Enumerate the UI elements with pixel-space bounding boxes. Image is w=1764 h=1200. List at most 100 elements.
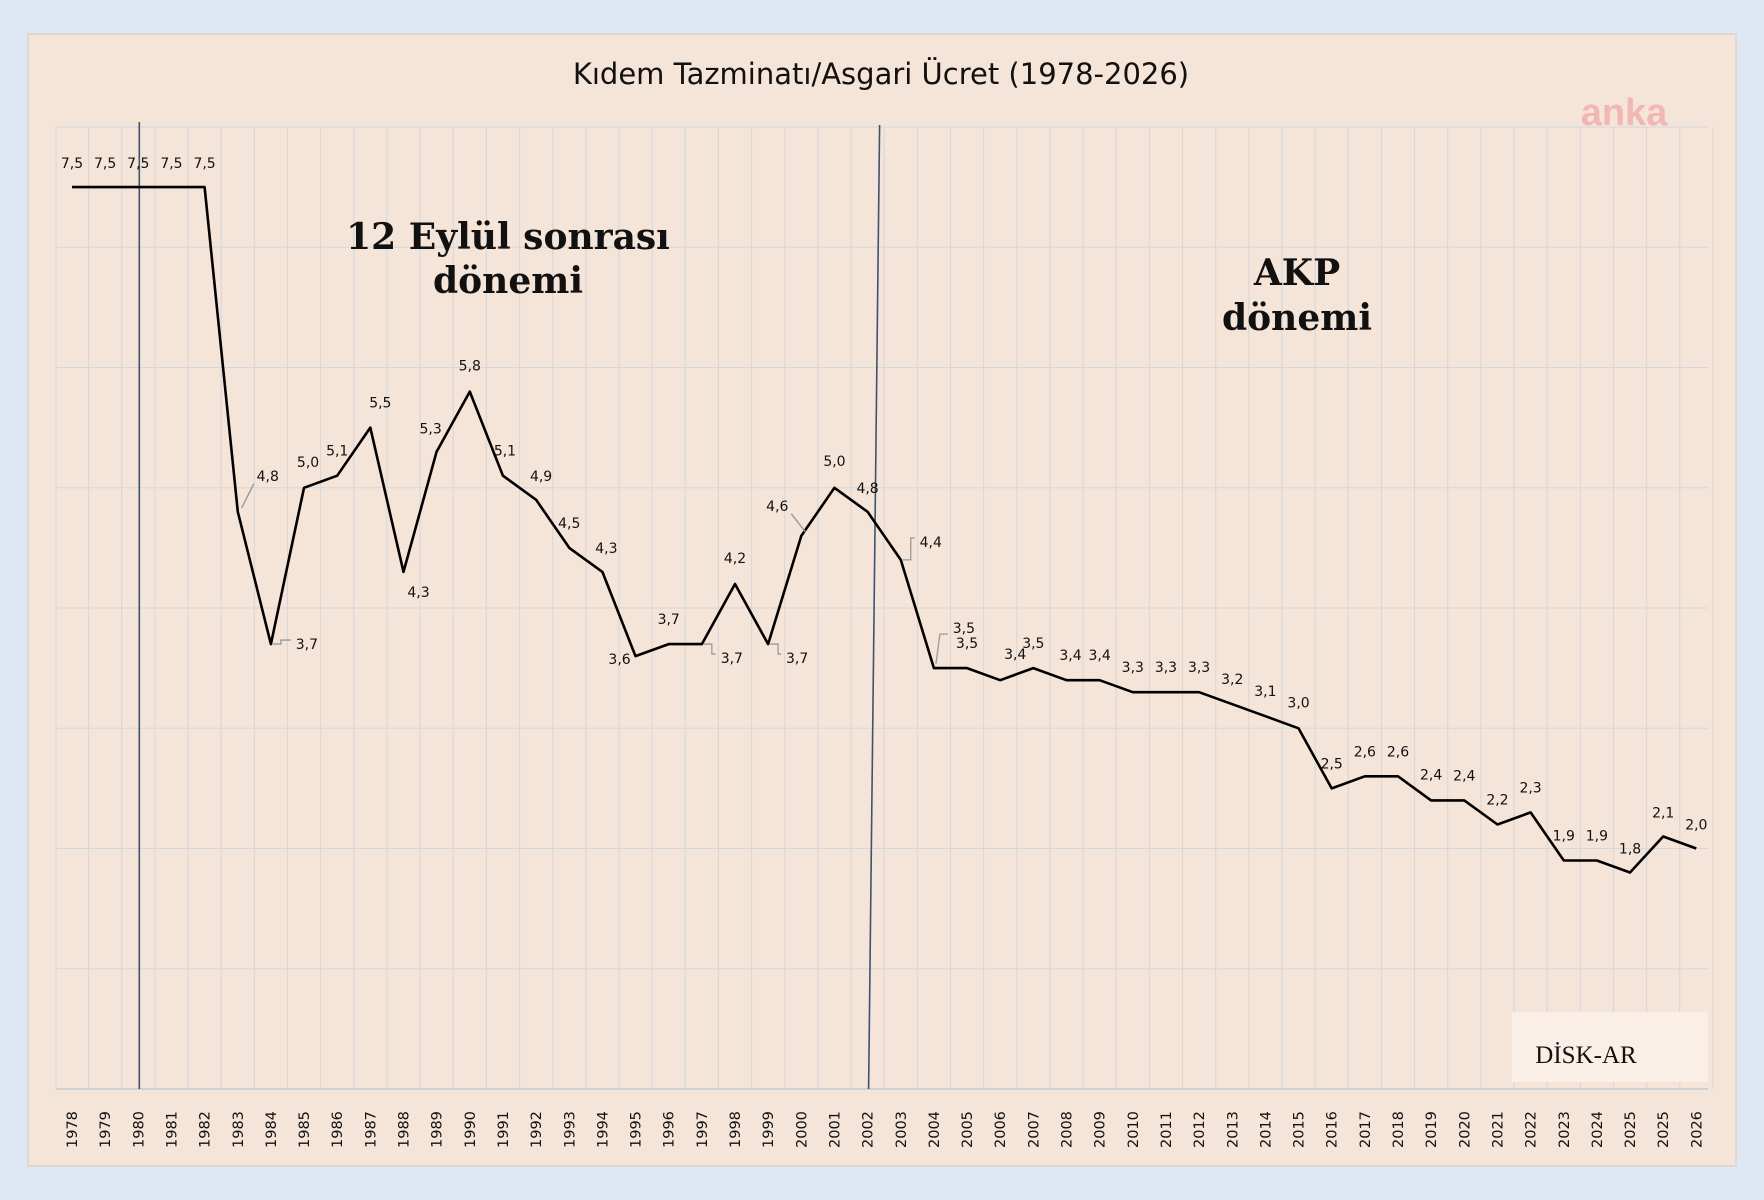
data-label: 5,8 (459, 359, 481, 375)
data-label: 2,0 (1685, 818, 1707, 834)
x-tick-label: 2015 (1292, 1111, 1308, 1148)
data-label: 4,2 (724, 551, 746, 567)
series-line (72, 185, 1697, 874)
x-tick-label: 1990 (463, 1111, 479, 1148)
data-label: 3,5 (953, 621, 975, 637)
source-box (1512, 1012, 1708, 1082)
data-label: 4,3 (595, 541, 617, 557)
x-tick-label: 2018 (1391, 1111, 1407, 1148)
x-tick-label: 2019 (1424, 1111, 1440, 1148)
data-label: 4,3 (407, 585, 429, 601)
data-label: 1,9 (1553, 829, 1575, 845)
x-tick-label: 1992 (529, 1111, 545, 1148)
x-tick-label: 1999 (761, 1111, 777, 1148)
data-label: 2,6 (1354, 744, 1376, 760)
x-tick-label: 1980 (131, 1111, 147, 1148)
data-label: 3,4 (1089, 648, 1111, 664)
x-tick-label: 1983 (231, 1111, 247, 1148)
x-tick-label: 2008 (1060, 1111, 1076, 1148)
period-label-akp: AKP dönemi (1222, 252, 1372, 339)
data-label: 5,5 (369, 396, 391, 412)
x-tick-label: 1989 (430, 1111, 446, 1148)
label-leader (703, 643, 716, 655)
data-label: 7,5 (127, 156, 149, 172)
x-tick-label: 2023 (1557, 1111, 1573, 1148)
data-label: 7,5 (61, 156, 83, 172)
x-tick-label: 2009 (1093, 1111, 1109, 1148)
x-tick-label: 2014 (1258, 1111, 1274, 1148)
data-label: 3,7 (786, 651, 808, 667)
data-label: 1,9 (1586, 829, 1608, 845)
x-tick-label: 2025 (1656, 1111, 1672, 1148)
data-label: 7,5 (160, 156, 182, 172)
data-label: 5,1 (494, 444, 516, 460)
x-tick-label: 2016 (1325, 1111, 1341, 1148)
x-tick-label: 1988 (397, 1111, 413, 1148)
x-tick-label: 1979 (98, 1111, 114, 1148)
data-label: 5,1 (326, 444, 348, 460)
data-label: 3,7 (296, 637, 318, 653)
data-label: 2,4 (1420, 767, 1442, 783)
x-tick-label: 2013 (1225, 1111, 1241, 1148)
label-leader (935, 633, 948, 665)
grid (55, 126, 1714, 1090)
data-labels: 7,5 7,5 7,5 7,5 7,5 4,8 3,7 5,0 5,1 5,5 4,3 5,3 5,8 5… (61, 156, 1708, 857)
x-tick-label: 1993 (562, 1111, 578, 1148)
data-label: 2,4 (1453, 768, 1475, 784)
x-tick-label: 2025 (1623, 1111, 1639, 1148)
data-label: 3,5 (1022, 636, 1044, 652)
data-label: 3,4 (1059, 648, 1081, 664)
data-label: 5,0 (823, 454, 845, 470)
x-tick-label: 1995 (629, 1111, 645, 1148)
period2-line1: AKP (1253, 252, 1340, 294)
data-label: 2,2 (1486, 792, 1508, 808)
period1-line1: 12 Eylül sonrası (346, 216, 670, 258)
x-tick-label: 1996 (662, 1111, 678, 1148)
chart-title: Kıdem Tazminatı/Asgari Ücret (1978-2026) (573, 57, 1189, 91)
period2-line2: dönemi (1222, 297, 1372, 339)
data-label: 3,5 (956, 636, 978, 652)
x-tick-label: 2010 (1126, 1111, 1142, 1148)
x-tick-label: 2026 (1689, 1111, 1705, 1148)
data-label: 2,6 (1387, 744, 1409, 760)
x-tick-label: 2024 (1590, 1111, 1606, 1148)
x-tick-label: 1997 (695, 1111, 711, 1148)
x-tick-label: 2022 (1524, 1111, 1540, 1148)
x-tick-label: 2001 (827, 1111, 843, 1148)
data-label: 4,9 (530, 469, 552, 485)
x-tick-label: 1984 (264, 1111, 280, 1148)
label-leader (770, 643, 782, 655)
x-tick-label: 1991 (496, 1111, 512, 1148)
data-label: 3,7 (721, 651, 743, 667)
data-label: 4,4 (920, 535, 942, 551)
period-label-12-eylul: 12 Eylül sonrası dönemi (346, 216, 670, 302)
chart-background (27, 33, 1737, 1167)
x-tick-label: 1987 (363, 1111, 379, 1148)
x-tick-label: 2012 (1192, 1111, 1208, 1148)
data-label: 3,4 (1004, 647, 1026, 663)
data-label: 7,5 (193, 156, 215, 172)
x-tick-label: 2005 (960, 1111, 976, 1148)
data-label: 3,2 (1221, 672, 1243, 688)
data-label: 4,8 (257, 469, 279, 485)
data-label: 3,3 (1188, 660, 1210, 676)
data-label: 4,8 (856, 481, 878, 497)
x-tick-label: 2017 (1358, 1111, 1374, 1148)
data-label: 3,6 (608, 652, 630, 668)
data-label: 2,3 (1519, 780, 1541, 796)
label-leader (272, 639, 291, 645)
data-label: 3,3 (1122, 660, 1144, 676)
data-label: 4,5 (558, 516, 580, 532)
label-leader (902, 537, 915, 561)
x-tick-label: 2011 (1159, 1111, 1175, 1148)
x-tick-label: 1985 (297, 1111, 313, 1148)
x-tick-label: 1978 (65, 1111, 81, 1148)
x-tick-label: 1981 (164, 1111, 180, 1148)
data-label: 1,8 (1619, 842, 1641, 858)
data-label: 2,1 (1652, 805, 1674, 821)
period1-line2: dönemi (433, 260, 583, 302)
data-label: 5,0 (297, 455, 319, 471)
x-tick-label: 2007 (1026, 1111, 1042, 1148)
data-label: 7,5 (94, 156, 116, 172)
x-tick-label: 2021 (1490, 1111, 1506, 1148)
